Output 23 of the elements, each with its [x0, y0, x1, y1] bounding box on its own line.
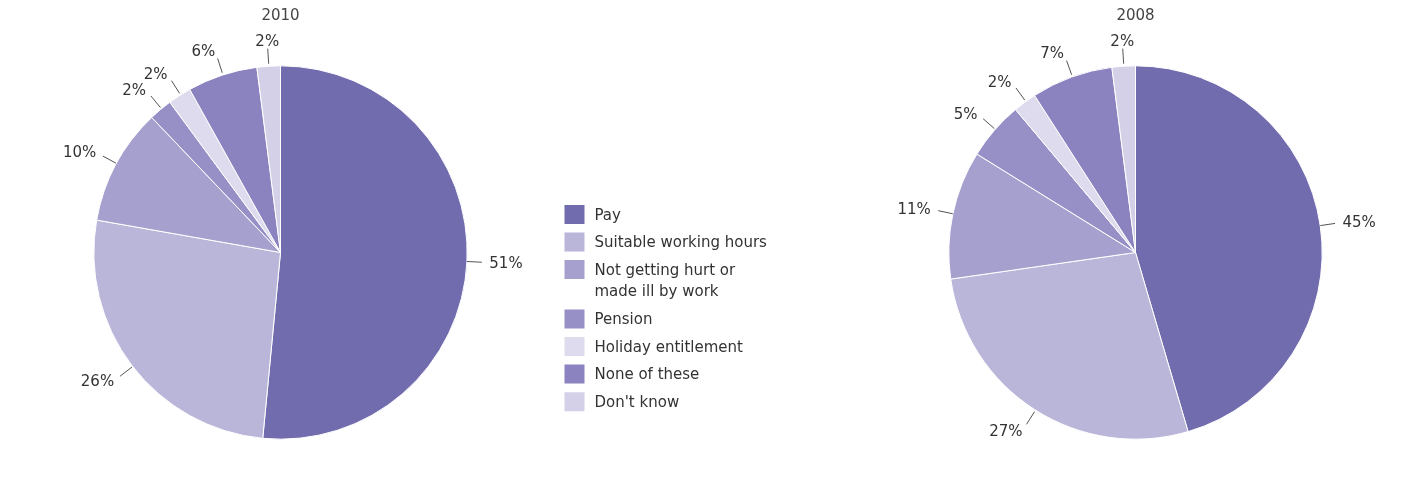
data-label: 7%	[1040, 44, 1064, 63]
chart-title: 2008	[1116, 5, 1155, 24]
data-label: 26%	[80, 371, 115, 390]
data-label: 27%	[989, 421, 1023, 440]
data-label: 45%	[1342, 213, 1376, 232]
legend-label: Don't know	[594, 392, 680, 411]
data-label: 2%	[122, 81, 147, 100]
legend-label: Pay	[594, 205, 622, 224]
data-label: 11%	[897, 200, 931, 219]
data-label: 2%	[143, 65, 168, 84]
data-label: 2%	[987, 72, 1012, 91]
data-label: 6%	[191, 42, 216, 61]
data-label: 2%	[255, 32, 280, 51]
data-label: 2%	[1110, 32, 1135, 51]
legend-label: Pension	[594, 310, 653, 328]
legend-label: Not getting hurt or made ill by work	[594, 260, 737, 301]
data-label: 51%	[489, 253, 523, 272]
chart-title: 2010	[261, 5, 300, 24]
legend-label: Holiday entitlement	[594, 337, 744, 356]
data-label: 5%	[953, 104, 978, 123]
legend-label: None of these	[594, 365, 700, 384]
legend-label: Suitable working hours	[594, 233, 768, 252]
data-label: 10%	[62, 143, 97, 162]
